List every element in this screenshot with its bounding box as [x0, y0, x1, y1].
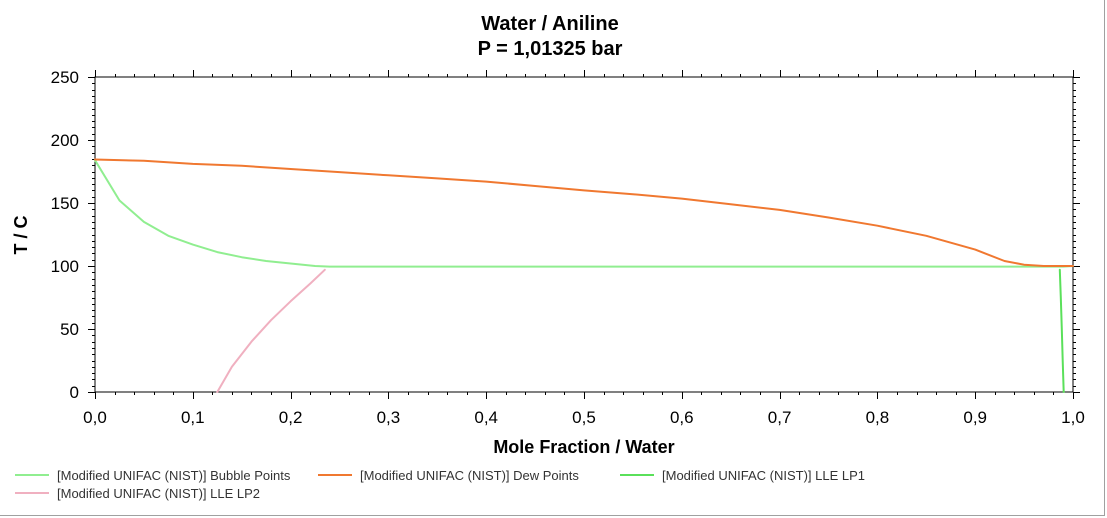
- x-tick-label: 0,8: [866, 408, 890, 427]
- series-line-3: [1058, 268, 1065, 393]
- legend-label: [Modified UNIFAC (NIST)] LLE LP2: [57, 486, 260, 501]
- x-tick-label: 0,7: [768, 408, 792, 427]
- y-tick-label: 200: [51, 131, 79, 150]
- y-tick-label: 150: [51, 194, 79, 213]
- series-line-4: [216, 268, 326, 393]
- x-tick-label: 0,3: [377, 408, 401, 427]
- y-tick-label: 250: [51, 68, 79, 87]
- y-tick-label: 50: [60, 320, 79, 339]
- x-tick-label: 0,9: [963, 408, 987, 427]
- x-tick-label: 0,6: [670, 408, 694, 427]
- axes: 0 50 100 150 200 250 0,0 0,1 0,2 0,3 0,4 0,5 0,6 0,7 0…: [51, 68, 1085, 427]
- x-tick-label: 1,0: [1061, 408, 1085, 427]
- series-line-1: [94, 159, 1074, 268]
- legend-label: [Modified UNIFAC (NIST)] Dew Points: [360, 468, 579, 483]
- y-tick-label: 0: [70, 383, 79, 402]
- plot-area-border: [94, 76, 1074, 393]
- chart-title: Water / Aniline: [481, 13, 618, 35]
- x-tick-label: 0,1: [181, 408, 205, 427]
- x-tick-label: 0,4: [474, 408, 498, 427]
- y-axis-title: T / C: [11, 216, 31, 255]
- legend: [Modified UNIFAC (NIST)] Bubble Points [M…: [15, 468, 865, 501]
- legend-label: [Modified UNIFAC (NIST)] Bubble Points: [57, 468, 291, 483]
- x-tick-label: 0,5: [572, 408, 596, 427]
- x-axis-title: Mole Fraction / Water: [493, 437, 674, 457]
- series-line-2: [94, 158, 1074, 267]
- x-tick-label: 0,2: [279, 408, 303, 427]
- chart-subtitle: P = 1,01325 bar: [478, 38, 623, 60]
- y-tick-label: 100: [51, 257, 79, 276]
- x-tick-label: 0,0: [83, 408, 107, 427]
- series-lines: [94, 158, 1074, 393]
- legend-label: [Modified UNIFAC (NIST)] LLE LP1: [662, 468, 865, 483]
